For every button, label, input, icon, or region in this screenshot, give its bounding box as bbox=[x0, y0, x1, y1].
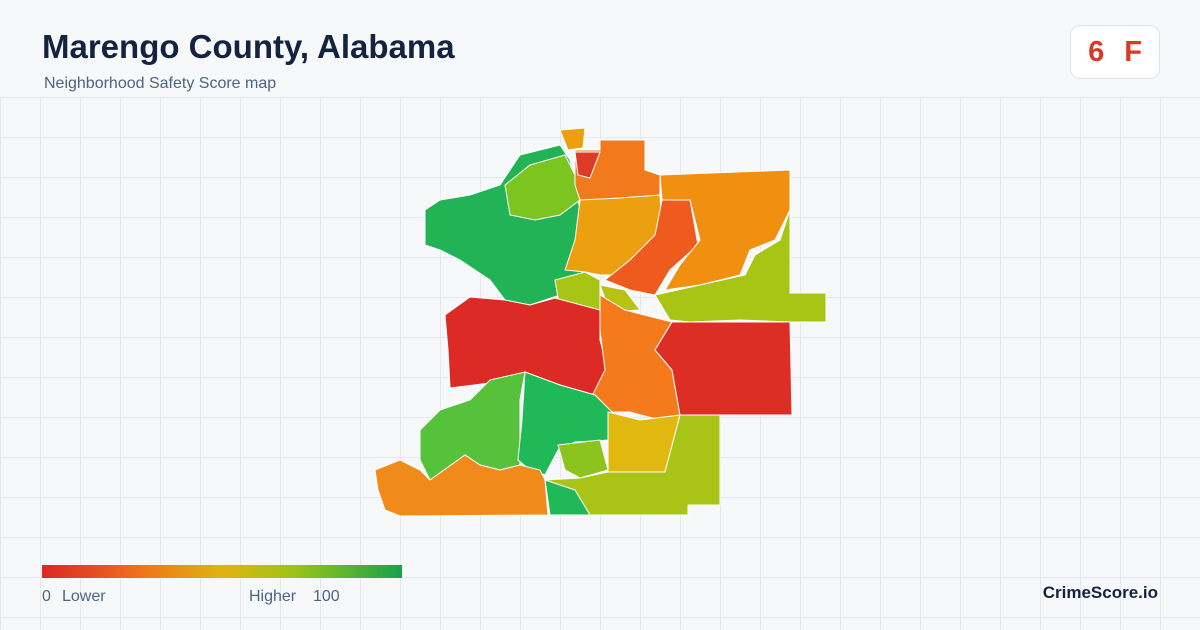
score-grade: F bbox=[1124, 35, 1142, 68]
title: Marengo County, Alabama bbox=[42, 28, 455, 65]
region bbox=[559, 127, 586, 151]
subtitle: Neighborhood Safety Score map bbox=[44, 75, 277, 92]
legend-max-label: Higher bbox=[249, 588, 297, 605]
score-badge: 6 F bbox=[1070, 25, 1160, 79]
brand: CrimeScore.io bbox=[1042, 583, 1158, 602]
region bbox=[544, 479, 591, 516]
region bbox=[374, 454, 549, 517]
score-value: 6 bbox=[1088, 35, 1105, 68]
legend-min-label: Lower bbox=[62, 588, 106, 605]
legend-gradient bbox=[42, 565, 402, 578]
region bbox=[574, 151, 601, 179]
legend-max: 100 bbox=[313, 588, 340, 605]
region bbox=[604, 199, 699, 296]
legend-min: 0 bbox=[42, 588, 51, 605]
region bbox=[557, 439, 609, 479]
